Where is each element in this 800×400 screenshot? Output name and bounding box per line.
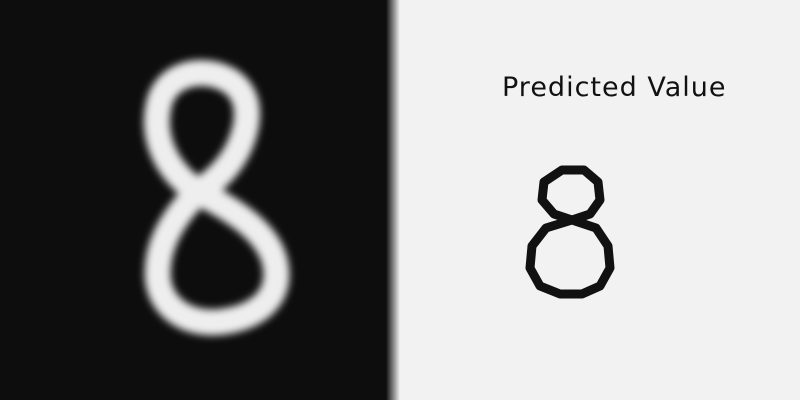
predicted-digit: 8 xyxy=(525,165,615,299)
handwritten-digit-image xyxy=(143,60,290,336)
prediction-panel: Predicted Value 8 xyxy=(400,0,800,400)
input-digit-panel xyxy=(0,0,400,400)
prediction-title: Predicted Value xyxy=(502,72,727,103)
